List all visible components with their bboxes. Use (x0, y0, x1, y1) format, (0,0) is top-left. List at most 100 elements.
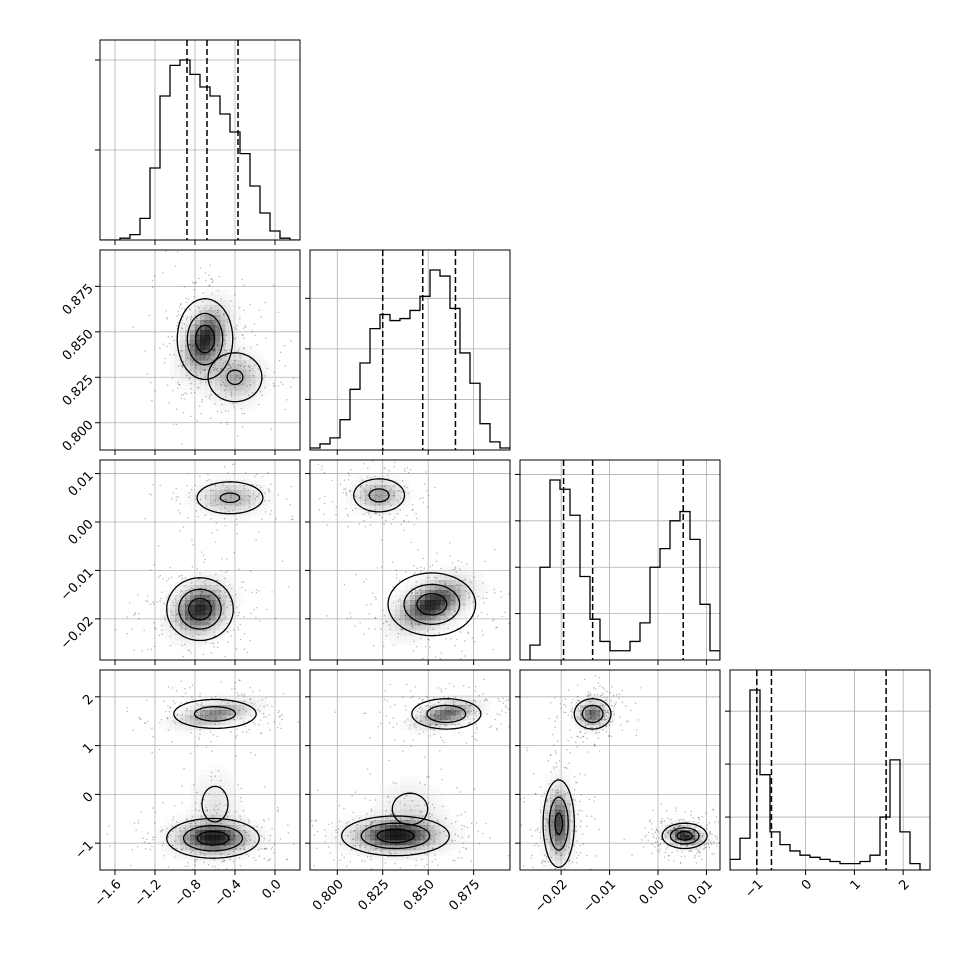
scatter-point (231, 463, 234, 466)
scatter-point (349, 860, 352, 863)
scatter-point (215, 573, 217, 576)
scatter-point (413, 523, 415, 526)
scatter-point (370, 868, 373, 870)
density-cell (440, 795, 446, 801)
density-cell (205, 340, 211, 346)
scatter-point (462, 842, 465, 845)
density-cell (360, 850, 366, 856)
density-cell (175, 620, 181, 626)
scatter-point (411, 625, 414, 627)
density-cell (575, 835, 581, 841)
scatter-point (269, 729, 271, 731)
density-cell (545, 845, 551, 851)
density-cell (200, 860, 206, 866)
scatter-point (186, 614, 188, 616)
density-cell (185, 825, 191, 831)
density-cell (610, 715, 616, 721)
scatter-point (498, 700, 501, 703)
scatter-point (126, 632, 129, 635)
scatter-point (393, 831, 395, 834)
scatter-point (256, 495, 258, 498)
scatter-point (523, 800, 525, 803)
scatter-point (221, 558, 223, 560)
scatter-point (370, 810, 373, 812)
density-cell (200, 600, 206, 606)
scatter-point (269, 513, 271, 515)
scatter-point (235, 648, 238, 650)
density-cell (210, 700, 216, 706)
scatter-point (216, 529, 218, 531)
scatter-point (268, 713, 270, 716)
scatter-point (418, 733, 421, 735)
scatter-point (255, 616, 257, 619)
scatter-point (142, 837, 144, 840)
scatter-point (580, 714, 582, 716)
scatter-point (199, 692, 201, 694)
scatter-point (357, 833, 359, 835)
density-cell (260, 700, 266, 706)
scatter-point (188, 343, 191, 346)
scatter-point (243, 848, 245, 851)
scatter-point (372, 829, 374, 831)
density-cell (455, 585, 461, 591)
density-cell (405, 815, 411, 821)
scatter-point (586, 854, 588, 857)
scatter-point (363, 519, 365, 522)
density-cell (545, 825, 551, 831)
density-cell (380, 855, 386, 861)
scatter-point (604, 718, 606, 721)
density-cell (425, 595, 431, 601)
scatter-point (150, 381, 152, 384)
density-cell (185, 615, 191, 621)
scatter-point (232, 402, 234, 405)
scatter-point (239, 679, 241, 681)
density-cell (215, 570, 221, 576)
density-cell (220, 800, 226, 806)
scatter-point (133, 614, 135, 617)
density-cell (200, 570, 206, 576)
scatter-point (218, 346, 220, 348)
scatter-point (482, 832, 484, 835)
density-cell (460, 575, 466, 581)
density-cell (580, 720, 586, 726)
scatter-point (220, 298, 222, 300)
density-cell (405, 595, 411, 601)
scatter-point (236, 504, 238, 507)
scatter-point (211, 531, 214, 534)
density-cell (255, 485, 261, 491)
scatter-point (581, 720, 584, 722)
scatter-point (181, 322, 184, 325)
scatter-point (578, 710, 580, 712)
scatter-point (202, 710, 204, 713)
scatter-point (422, 501, 424, 504)
scatter-point (138, 716, 140, 719)
density-cell (345, 840, 351, 846)
scatter-point (174, 598, 176, 600)
density-cell (700, 835, 706, 841)
scatter-point (373, 838, 375, 840)
density-cell (360, 510, 366, 516)
scatter-point (450, 871, 452, 873)
density-cell (190, 800, 196, 806)
density-cell (430, 585, 436, 591)
density-cell (410, 600, 416, 606)
density-cell (550, 825, 556, 831)
scatter-point (417, 830, 419, 832)
density-cell (430, 830, 436, 836)
scatter-point (216, 735, 219, 738)
density-cell (200, 835, 206, 841)
scatter-point (359, 486, 362, 488)
scatter-point (318, 509, 321, 511)
scatter-point (404, 705, 407, 707)
scatter-point (165, 580, 168, 582)
density-cell (170, 835, 176, 841)
scatter-point (198, 307, 201, 310)
scatter-point (210, 697, 213, 699)
scatter-point (226, 421, 228, 424)
scatter-point (454, 833, 457, 835)
scatter-point (276, 726, 279, 729)
scatter-point (394, 703, 396, 706)
scatter-point (210, 651, 213, 654)
scatter-point (440, 599, 442, 601)
